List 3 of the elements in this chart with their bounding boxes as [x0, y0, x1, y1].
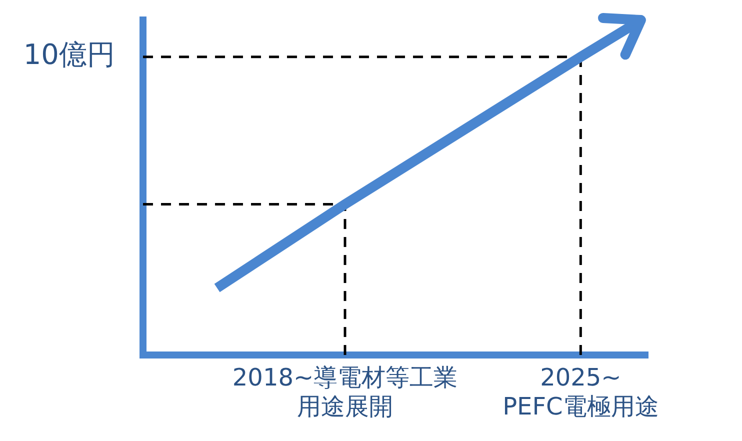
x-tick-label: 2018~導電材等工業用途展開 [232, 364, 458, 420]
ref-line-label: 10億円 [23, 38, 115, 72]
x-tick-label: 2025~ PEFC電極用途 [502, 364, 659, 420]
